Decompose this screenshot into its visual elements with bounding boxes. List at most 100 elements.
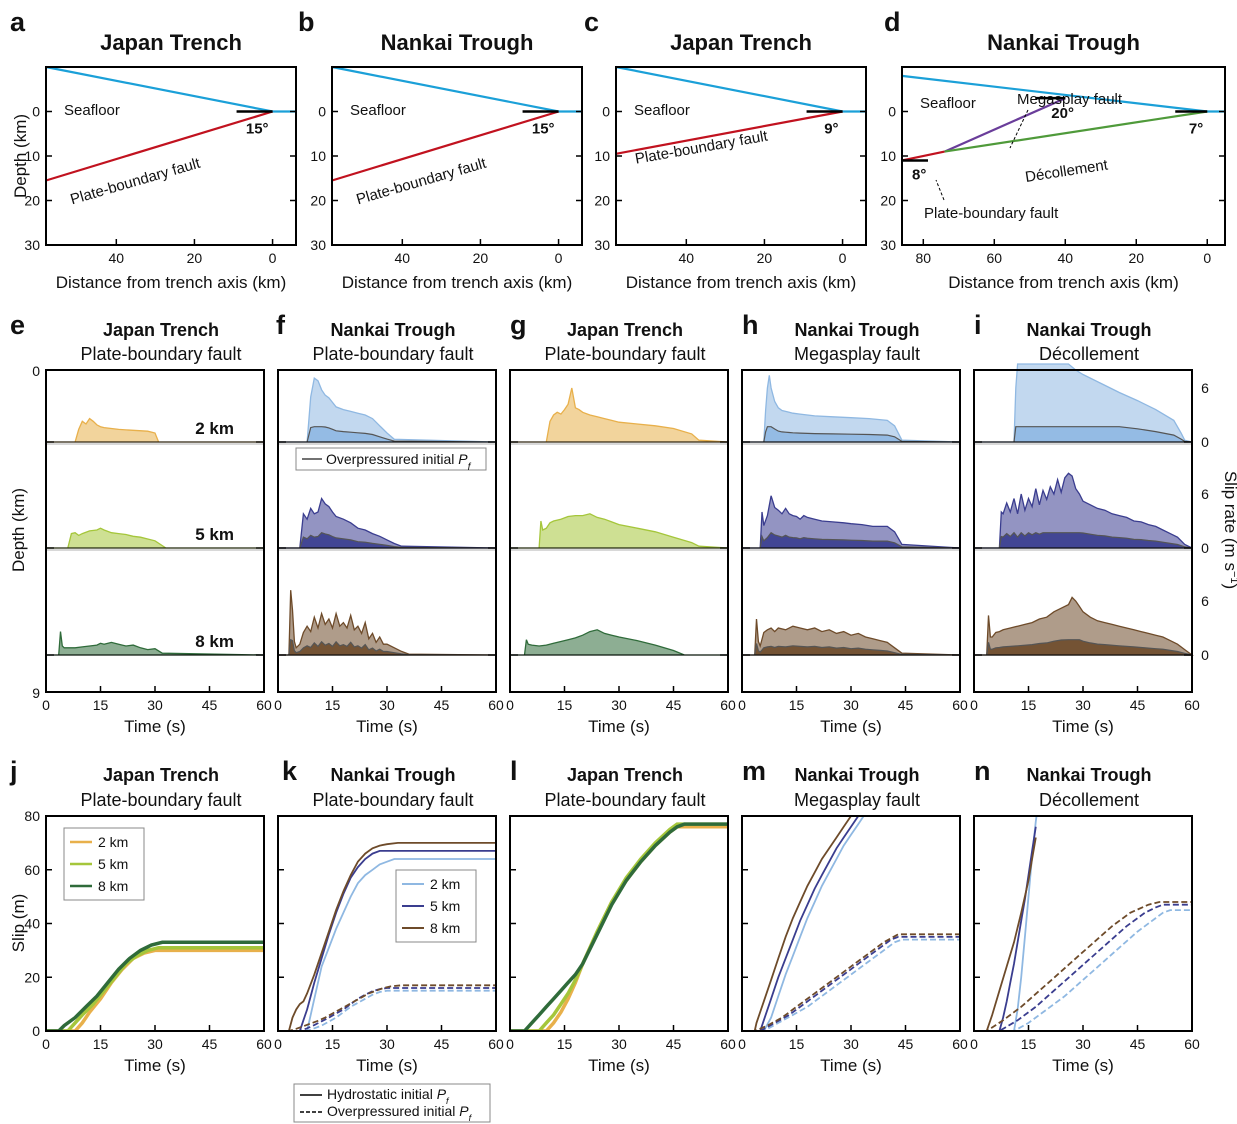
x-tick-label: 30	[1075, 1036, 1091, 1052]
slip-line-2km-dashed	[974, 909, 1192, 1031]
x-tick-label: 30	[379, 697, 395, 713]
y-tick-label: 10	[594, 148, 610, 164]
panel-letter: a	[10, 7, 26, 37]
x-tick-label: 80	[916, 250, 932, 266]
seafloor-label: Seafloor	[64, 102, 120, 119]
x-tick-label: 0	[738, 1036, 746, 1052]
megasplay-leader	[1009, 109, 1029, 149]
y-tick-label: 10	[310, 148, 326, 164]
slip-line-2km-solid	[278, 858, 496, 1031]
x-tick-label: 20	[1128, 250, 1144, 266]
y-tick-label: 30	[310, 237, 326, 253]
legend-sub: f	[469, 1113, 473, 1123]
panel-title: Japan Trench	[100, 30, 242, 55]
angle-label: 8°	[912, 166, 926, 183]
overpressured-trace	[974, 531, 1193, 549]
x-tick-label: 45	[1130, 1036, 1146, 1052]
x-tick-label: 20	[187, 250, 203, 266]
slip-rate-area-5km	[974, 472, 1193, 549]
panel-title: Nankai Trough	[1026, 320, 1151, 340]
panel-n: n Nankai Trough Décollement 0 15 30 45 60 Time (…	[970, 756, 1200, 1075]
panel-letter: b	[298, 7, 315, 37]
x-tick-label: 30	[379, 1036, 395, 1052]
slip-line-8km-solid	[46, 940, 264, 1031]
slip-rate-area-2km	[974, 363, 1193, 443]
y-axis-label: Slip (m)	[9, 894, 28, 953]
decollement-label: Décollement	[1024, 156, 1110, 186]
line-d-collement	[944, 110, 1208, 153]
x-tick-label: 60	[720, 697, 736, 713]
line-plate-boundary-fault	[45, 110, 273, 182]
slip-rate-area-5km	[278, 496, 497, 549]
y-tick-label: 0	[318, 104, 326, 120]
panel-letter: f	[276, 310, 286, 340]
panel-subtitle: Megasplay fault	[794, 344, 920, 364]
y-tick-label: 30	[594, 237, 610, 253]
x-tick-label: 30	[1075, 697, 1091, 713]
slip-line-8km-solid	[742, 816, 853, 1031]
legend-label: Overpressured initial Pf	[326, 451, 472, 473]
x-tick-label: 45	[434, 1036, 450, 1052]
fault-label: Plate-boundary fault	[634, 128, 770, 168]
x-tick-label: 45	[202, 697, 218, 713]
slip-line-5km-solid	[974, 826, 1037, 1031]
x-tick-label: 0	[1203, 250, 1211, 266]
x-tick-label: 30	[611, 1036, 627, 1052]
legend-label: 2 km	[98, 834, 128, 850]
legend-label: 5 km	[98, 856, 128, 872]
legend-pf: P	[459, 1103, 469, 1119]
legend-label: 8 km	[430, 920, 460, 936]
legend-label: 5 km	[430, 898, 460, 914]
x-axis-label: Time (s)	[124, 717, 186, 736]
panel-c: c Japan Trench 0 10 20 30 40 20 0 Distance from t…	[584, 7, 867, 292]
slip-rate-area-5km	[742, 495, 961, 549]
x-tick-label: 60	[952, 1036, 968, 1052]
x-tick-label: 45	[202, 1036, 218, 1052]
x-tick-label: 45	[434, 697, 450, 713]
panel-title: Japan Trench	[103, 320, 219, 340]
slip-line-5km-dashed	[278, 987, 496, 1031]
x-tick-label: 30	[611, 697, 627, 713]
legend-label: 8 km	[98, 878, 128, 894]
panel-title: Japan Trench	[567, 320, 683, 340]
panel-subtitle: Plate-boundary fault	[312, 344, 473, 364]
x-tick-label: 60	[256, 1036, 272, 1052]
x-tick-label: 15	[325, 697, 341, 713]
slip-rate-area-2km	[46, 417, 264, 443]
slip-line-8km-dashed	[974, 901, 1192, 1031]
x-tick-label: 60	[952, 697, 968, 713]
panel-title: Nankai Trough	[1026, 765, 1151, 785]
x-tick-label: 60	[1184, 1036, 1200, 1052]
overpressured-trace	[742, 426, 961, 443]
overpressured-trace	[278, 426, 497, 443]
x-tick-label: 0	[506, 697, 514, 713]
panel-e: e Japan Trench Plate-boundary fault 0 15 30 45…	[10, 310, 272, 736]
x-tick-label: 40	[109, 250, 125, 266]
slip-line-5km-dashed	[742, 936, 960, 1031]
legend-text: Overpressured initial	[327, 1103, 459, 1119]
fault-label: Plate-boundary fault	[354, 155, 489, 209]
right-axis-sup: −1	[1228, 571, 1237, 584]
slip-rate-area-2km	[510, 387, 729, 443]
x-tick-label: 45	[898, 1036, 914, 1052]
x-tick-label: 60	[256, 697, 272, 713]
slip-rate-area-5km	[510, 513, 729, 549]
x-tick-label: 20	[473, 250, 489, 266]
x-tick-label: 0	[970, 1036, 978, 1052]
y-tick-label: 9	[32, 685, 40, 701]
panel-letter: j	[9, 756, 18, 786]
panel-subtitle: Décollement	[1039, 344, 1139, 364]
panel-g: g Japan Trench Plate-boundary fault 0 15 30 45…	[506, 310, 736, 736]
line-megasplay-fault	[944, 97, 1066, 153]
x-tick-label: 15	[789, 697, 805, 713]
angle-label: 15°	[532, 121, 555, 138]
y-tick-label: 0	[32, 104, 40, 120]
panel-letter: m	[742, 756, 766, 786]
slip-line-5km-solid	[46, 945, 264, 1031]
x-tick-label: 45	[898, 697, 914, 713]
slip-line-8km-dashed	[742, 933, 960, 1031]
x-tick-label: 15	[1021, 697, 1037, 713]
x-tick-label: 60	[1184, 697, 1200, 713]
x-tick-label: 0	[42, 1036, 50, 1052]
